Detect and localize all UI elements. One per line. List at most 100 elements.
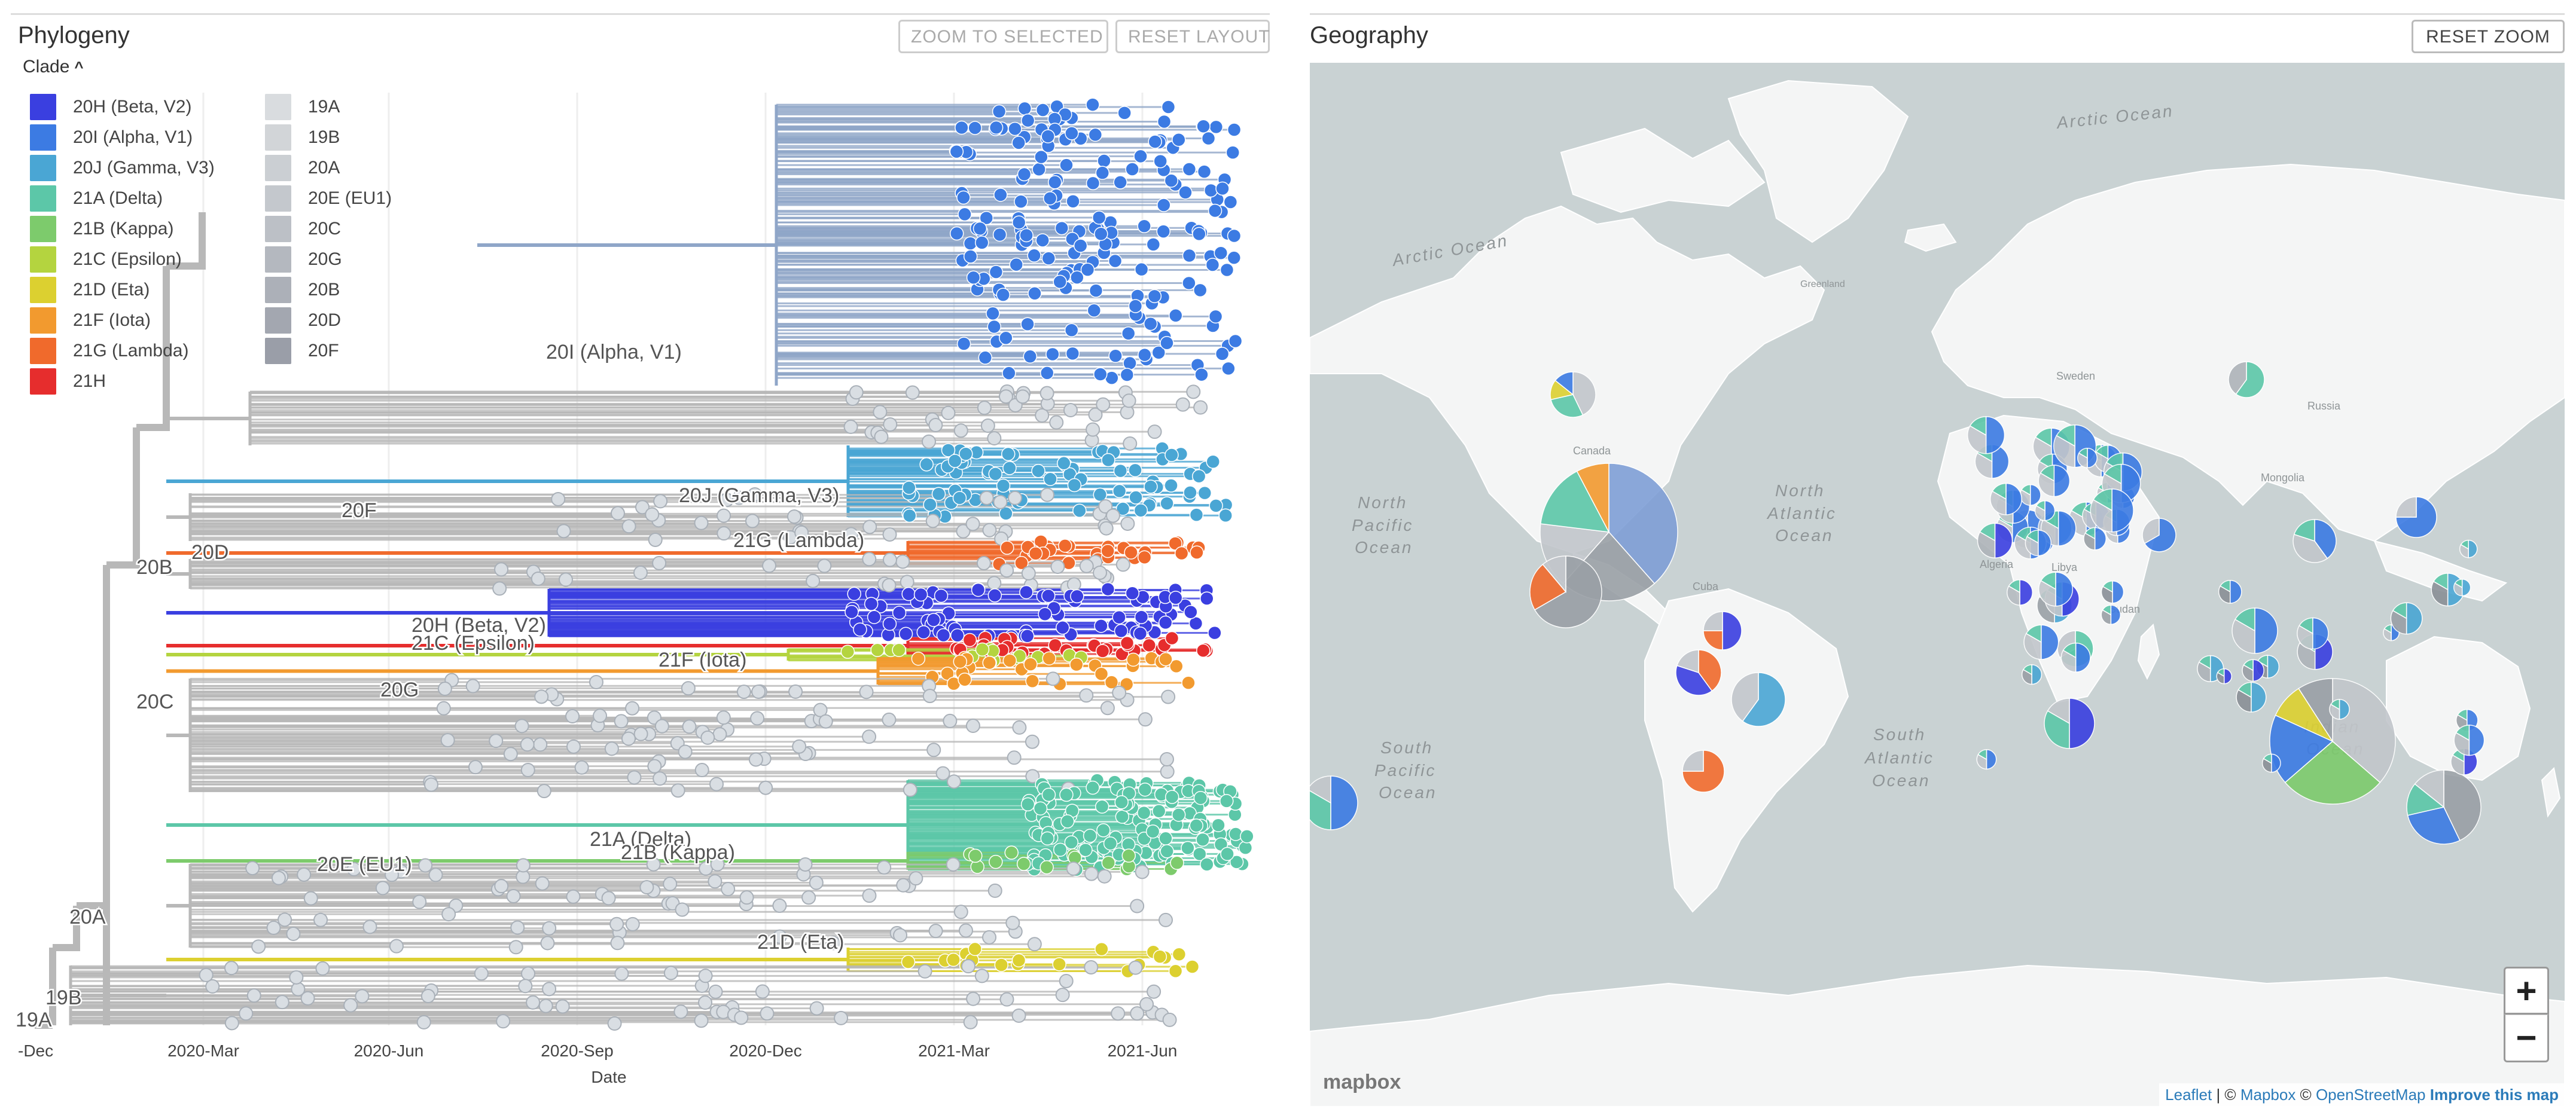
zoom-in-button[interactable]: + [2504, 967, 2549, 1015]
tree-tip[interactable] [1196, 119, 1211, 134]
tree-tip[interactable] [278, 912, 292, 927]
tree-tip[interactable] [966, 270, 981, 285]
tree-tip[interactable] [1005, 915, 1020, 930]
tree-tip[interactable] [1136, 805, 1151, 820]
tree-tip[interactable] [1139, 997, 1154, 1012]
tree-tip[interactable] [1059, 973, 1074, 988]
tree-tip[interactable] [963, 1015, 978, 1029]
tree-tip[interactable] [610, 506, 625, 521]
tree-tip[interactable] [1086, 780, 1100, 795]
tree-tip[interactable] [976, 555, 991, 570]
tree-tip[interactable] [436, 701, 451, 716]
tree-tip[interactable] [1183, 485, 1197, 500]
tree-tip[interactable] [1101, 453, 1115, 468]
tree-tip[interactable] [1120, 516, 1135, 531]
location-pie-sm2[interactable] [2101, 604, 2121, 625]
tree-tip[interactable] [1011, 215, 1026, 230]
tree-tip[interactable] [873, 405, 888, 420]
tree-tip[interactable] [1197, 485, 1212, 500]
tree-tip[interactable] [1184, 605, 1198, 619]
tree-tip[interactable] [1112, 610, 1126, 625]
tree-tip[interactable] [1215, 181, 1230, 196]
tree-tip[interactable] [1019, 228, 1034, 243]
tree-tip[interactable] [1039, 386, 1054, 401]
tree-tip[interactable] [834, 1010, 849, 1025]
tree-tip[interactable] [1014, 194, 1028, 209]
tree-tip[interactable] [1181, 676, 1196, 690]
tree-tip[interactable] [1130, 899, 1145, 914]
tree-tip[interactable] [700, 730, 715, 745]
location-pie-sm20[interactable] [2083, 527, 2106, 551]
improve-map-link[interactable]: Improve this map [2425, 1086, 2559, 1104]
tree-tip[interactable] [1079, 558, 1094, 573]
tree-tip[interactable] [982, 930, 997, 945]
location-pie-1[interactable] [1529, 555, 1602, 628]
tree-tip[interactable] [1112, 685, 1127, 700]
tree-tip[interactable] [1045, 347, 1060, 362]
tree-tip[interactable] [813, 702, 828, 717]
tree-tip[interactable] [289, 970, 304, 985]
tree-tip[interactable] [675, 902, 690, 917]
tree-tip[interactable] [1159, 831, 1173, 846]
tree-tip[interactable] [1128, 960, 1143, 975]
location-pie-sm22[interactable] [2101, 580, 2124, 604]
tree-tip[interactable] [965, 719, 980, 734]
location-pie-sm21[interactable] [1977, 523, 2013, 559]
tree-tip[interactable] [1178, 185, 1193, 200]
tree-tip[interactable] [627, 770, 642, 785]
tree-tip[interactable] [1223, 195, 1238, 209]
tree-tip[interactable] [1035, 408, 1050, 423]
tree-tip[interactable] [958, 207, 972, 222]
tree-tip[interactable] [633, 565, 648, 580]
tree-tip[interactable] [1054, 221, 1069, 236]
tree-tip[interactable] [996, 288, 1010, 302]
tree-tip[interactable] [1095, 644, 1110, 658]
tree-tip[interactable] [844, 527, 859, 542]
legend-item-gray-6[interactable]: 20B [265, 274, 392, 305]
tree-tip[interactable] [923, 497, 937, 512]
tree-tip[interactable] [892, 606, 907, 620]
tree-tip[interactable] [853, 622, 867, 637]
tree-tip[interactable] [1160, 335, 1174, 350]
legend-item-gray-3[interactable]: 20E (EU1) [265, 183, 392, 213]
location-pie-sm8[interactable] [2218, 579, 2242, 604]
tree-tip[interactable] [898, 627, 913, 641]
tree-tip[interactable] [489, 734, 504, 749]
tree-tip[interactable] [1105, 508, 1120, 523]
tree-tip[interactable] [1201, 131, 1216, 146]
tree-tip[interactable] [1001, 447, 1016, 462]
tree-tip[interactable] [975, 642, 990, 657]
tree-tip[interactable] [428, 867, 443, 882]
tree-tip[interactable] [1160, 764, 1175, 779]
tree-tip[interactable] [1093, 367, 1108, 381]
legend-item-colored-8[interactable]: 21G (Lambda) [30, 335, 215, 366]
tree-tip[interactable] [1064, 323, 1079, 337]
location-pie-eu3[interactable] [1967, 416, 2005, 454]
tree-tip[interactable] [648, 532, 663, 547]
tree-tip[interactable] [199, 967, 214, 982]
tree-tip[interactable] [1087, 303, 1102, 317]
location-pie-eu27[interactable] [2034, 500, 2056, 521]
tree-tip[interactable] [1007, 750, 1022, 765]
location-pie-7[interactable] [1731, 672, 1786, 727]
tree-tip[interactable] [926, 743, 941, 757]
tree-tip[interactable] [818, 714, 833, 729]
tree-tip[interactable] [653, 494, 668, 509]
tree-tip[interactable] [1042, 651, 1056, 665]
legend-item-gray-8[interactable]: 20F [265, 335, 392, 366]
tree-tip[interactable] [708, 874, 723, 889]
tree-tip[interactable] [882, 578, 897, 593]
tree-tip[interactable] [940, 666, 955, 681]
location-pie-sm23[interactable] [2453, 725, 2485, 756]
location-pie-sm11[interactable] [2023, 624, 2059, 660]
openstreetmap-link[interactable]: OpenStreetMap [2315, 1086, 2426, 1104]
tree-tip[interactable] [635, 500, 650, 515]
tree-tip[interactable] [1011, 1008, 1026, 1023]
tree-tip[interactable] [1033, 801, 1048, 816]
tree-tip[interactable] [1138, 347, 1152, 362]
legend-item-gray-5[interactable]: 20G [265, 244, 392, 274]
tree-tip[interactable] [286, 927, 301, 942]
tree-tip[interactable] [1048, 175, 1062, 190]
tree-tip[interactable] [1093, 487, 1108, 502]
location-pie-sm6[interactable] [2060, 642, 2091, 673]
